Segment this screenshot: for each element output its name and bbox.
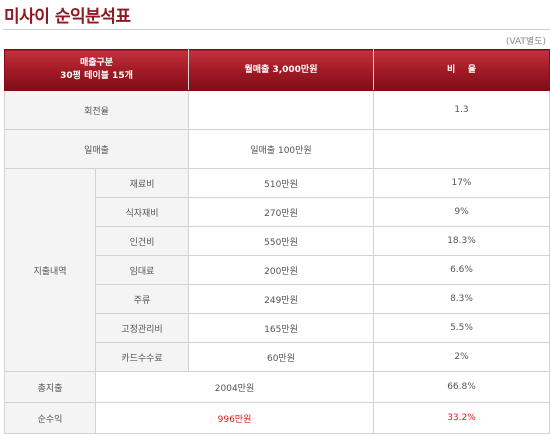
daily-sales-label: 일매출 xyxy=(4,129,189,169)
title-divider xyxy=(3,29,550,30)
expense-ratio: 2% xyxy=(373,342,550,372)
expense-amount: 270만원 xyxy=(188,197,374,227)
expense-name: 카드수수료 xyxy=(95,342,189,372)
expense-name: 임대료 xyxy=(95,255,189,285)
turnover-value xyxy=(188,90,374,130)
table-row-turnover: 회전율 1.3 xyxy=(4,90,550,130)
table-row-expense: 인건비 550만원 18.3% xyxy=(5,226,550,256)
header-sales-category-detail: 30평 테이블 15개 xyxy=(60,71,133,81)
table-row-total-expense: 총지출 2004만원 66.8% xyxy=(4,371,550,403)
header-ratio-label: 비 율 xyxy=(446,64,477,75)
page-title: 미사이 순익분석표 xyxy=(4,7,131,27)
expense-name: 고정관리비 xyxy=(95,313,189,343)
total-expense-label: 총지출 xyxy=(4,371,96,403)
net-profit-label: 순수익 xyxy=(4,402,96,434)
header-ratio: 비 율 xyxy=(373,49,550,91)
header-monthly-sales: 월매출 3,000만원 xyxy=(188,49,374,91)
table-row-expense: 지출내역 재료비 510만원 17% xyxy=(4,168,550,372)
net-profit-amount: 996만원 xyxy=(95,402,374,434)
expense-amount: 550만원 xyxy=(188,226,374,256)
expense-name: 주류 xyxy=(95,284,189,314)
turnover-ratio: 1.3 xyxy=(373,90,550,130)
header-sales-category: 매출구분 30평 테이블 15개 xyxy=(4,49,189,91)
expense-ratio: 9% xyxy=(373,197,550,227)
table-row-expense: 주류 249만원 8.3% xyxy=(5,284,550,314)
net-profit-ratio: 33.2% xyxy=(373,402,550,434)
expense-name: 인건비 xyxy=(95,226,189,256)
expense-ratio: 8.3% xyxy=(373,284,550,314)
expense-ratio: 17% xyxy=(373,168,550,198)
table-row-expense: 고정관리비 165만원 5.5% xyxy=(5,313,550,343)
table-row-expense: 임대료 200만원 6.6% xyxy=(5,255,550,285)
expense-amount: 249만원 xyxy=(188,284,374,314)
header-sales-category-title: 매출구분 xyxy=(79,58,114,68)
table-header-row: 매출구분 30평 테이블 15개 월매출 3,000만원 비 율 xyxy=(4,49,550,91)
expense-amount: 510만원 xyxy=(188,168,374,198)
expense-ratio: 5.5% xyxy=(373,313,550,343)
daily-sales-value: 일매출 100만원 xyxy=(188,129,374,169)
table-row-daily-sales: 일매출 일매출 100만원 xyxy=(4,129,550,169)
expense-ratio: 6.6% xyxy=(373,255,550,285)
expense-amount: 60만원 xyxy=(188,342,374,372)
table-row-expense: 식자재비 270만원 9% xyxy=(5,197,550,227)
expense-name: 식자재비 xyxy=(95,197,189,227)
daily-sales-ratio xyxy=(373,129,550,169)
total-expense-amount: 2004만원 xyxy=(95,371,374,403)
expense-amount: 165만원 xyxy=(188,313,374,343)
expense-name: 재료비 xyxy=(95,168,189,198)
expense-ratio: 18.3% xyxy=(373,226,550,256)
table-row-net-profit: 순수익 996만원 33.2% xyxy=(4,402,550,434)
table-row-expense: 카드수수료 60만원 2% xyxy=(5,342,550,372)
expense-amount: 200만원 xyxy=(188,255,374,285)
expenses-label: 지출내역 xyxy=(4,168,96,372)
profit-analysis-table: 매출구분 30평 테이블 15개 월매출 3,000만원 비 율 회전율 1.3… xyxy=(4,49,550,434)
vat-note: (VAT별도) xyxy=(505,37,546,47)
total-expense-ratio: 66.8% xyxy=(373,371,550,403)
turnover-label: 회전율 xyxy=(4,90,189,130)
